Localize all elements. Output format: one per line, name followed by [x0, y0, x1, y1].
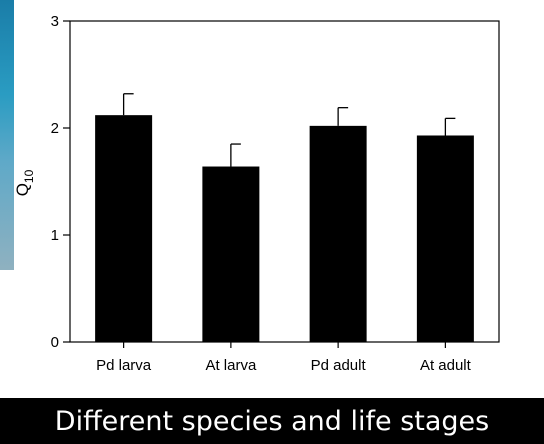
bars-layer	[95, 93, 474, 342]
y-tick-label: 3	[51, 13, 59, 30]
bar	[416, 135, 474, 342]
slide-caption: Different species and life stages	[54, 405, 490, 437]
bar	[309, 125, 367, 342]
x-tick-label: At larva	[205, 357, 257, 374]
bar-chart: 0 1 2 3 Pd larva At larva Pd adult At adult Q10	[13, 13, 500, 374]
bar	[95, 115, 153, 342]
slide-accent-strip	[0, 0, 14, 270]
axes-layer	[69, 20, 500, 343]
y-tick-label: 2	[51, 120, 59, 137]
x-tick-label: At adult	[420, 357, 472, 374]
bar	[202, 166, 260, 342]
x-tick-label: Pd adult	[311, 357, 367, 374]
y-tick-label: 0	[51, 334, 59, 351]
y-axis-label-main: Q	[13, 183, 32, 196]
y-axis-label-sub: 10	[22, 169, 36, 183]
plot-frame	[69, 20, 500, 343]
y-tick-label: 1	[51, 227, 59, 244]
x-tick-label: Pd larva	[96, 357, 152, 374]
y-axis-label: Q10	[13, 169, 36, 196]
ticks-layer: 0 1 2 3 Pd larva At larva Pd adult At adult	[51, 13, 472, 374]
